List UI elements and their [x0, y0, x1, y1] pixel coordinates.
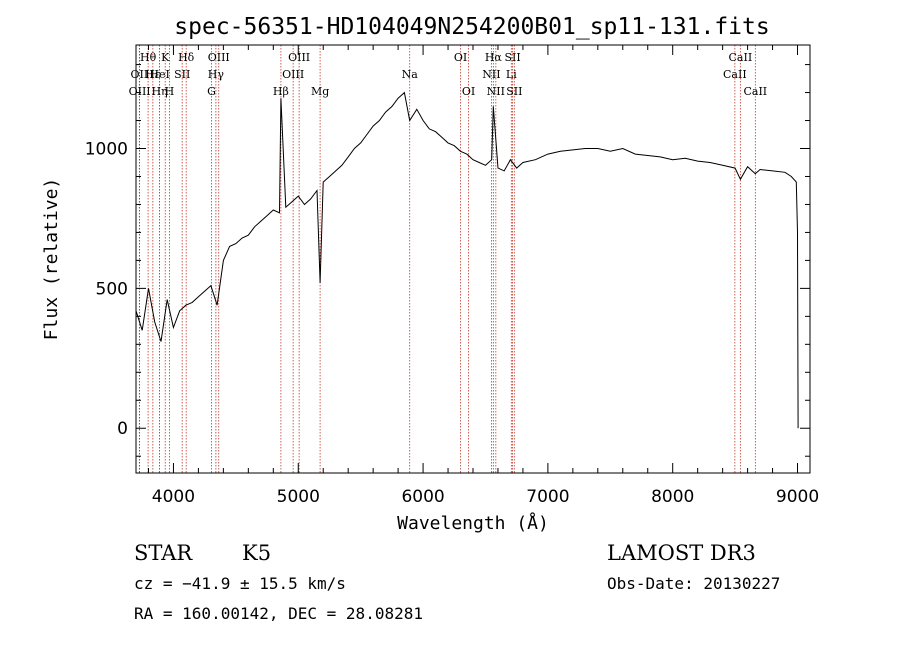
- y-axis-label: Flux (relative): [41, 178, 62, 341]
- spectral-line-label-17: Na: [402, 68, 419, 81]
- x-axis-label: Wavelength (Å): [397, 512, 549, 534]
- survey-name: LAMOST DR3: [607, 541, 756, 565]
- x-tick-label-3: 7000: [526, 487, 569, 507]
- spectral-line-label-21: NII: [482, 68, 500, 81]
- plot-frame: [135, 44, 811, 474]
- spectral-line-label-4: Hη: [151, 85, 167, 98]
- spectral-line-label-19: OI: [462, 85, 475, 98]
- spectral-line-label-22: NII: [487, 85, 505, 98]
- spectral-line-label-10: OIII: [208, 51, 230, 64]
- spectral-line-label-9: SII: [174, 68, 190, 81]
- y-axis: 0 500 1000: [85, 64, 810, 457]
- spectral-line-label-23: SII: [504, 51, 520, 64]
- spectral-line-label-26: CaII: [729, 51, 753, 64]
- spectral-line-label-13: OIII: [288, 51, 310, 64]
- x-tick-label-5: 9000: [776, 487, 819, 507]
- spectral-line-label-28: CaII: [743, 85, 767, 98]
- object-class: STAR: [134, 541, 193, 565]
- y-tick-label-1: 500: [96, 279, 128, 299]
- spectral-line-label-12: G: [207, 85, 216, 98]
- subclass: K5: [242, 541, 271, 565]
- x-tick-label-2: 6000: [401, 487, 444, 507]
- x-tick-label-0: 4000: [152, 487, 195, 507]
- cz-value: cz = −41.9 ± 15.5 km/s: [134, 574, 346, 593]
- spectrum-line: [135, 91, 799, 429]
- spectral-line-label-14: OIII: [282, 68, 304, 81]
- coordinates: RA = 160.00142, DEC = 28.08281: [134, 604, 423, 623]
- spectral-line-label-3: Hε: [145, 68, 161, 81]
- spectral-line-label-20: Hα: [485, 51, 503, 64]
- x-axis: 4000 5000 6000 7000 8000 9000: [147, 45, 819, 507]
- spectral-line-markers: [138, 45, 756, 473]
- x-tick-label-4: 8000: [651, 487, 694, 507]
- spectral-line-label-6: HeI: [149, 68, 169, 81]
- spectral-line-label-1: OII: [131, 68, 149, 81]
- x-tick-label-1: 5000: [277, 487, 320, 507]
- spectral-line-label-7: H: [165, 85, 175, 98]
- chart-title: spec-56351-HD104049N254200B01_sp11-131.f…: [174, 14, 769, 40]
- spectral-line-label-24: Li: [506, 68, 517, 81]
- obs-date: Obs-Date: 20130227: [607, 574, 780, 593]
- spectral-line-label-25: SII: [506, 85, 522, 98]
- spectral-line-label-15: Hβ: [273, 85, 289, 98]
- spectral-line-label-18: OI: [454, 51, 467, 64]
- spectral-line-label-27: CaII: [723, 68, 747, 81]
- spectral-line-label-11: Hγ: [208, 68, 225, 81]
- y-tick-label-2: 1000: [85, 140, 128, 160]
- y-tick-label-0: 0: [117, 419, 128, 439]
- spectral-line-label-2: OIII: [129, 85, 151, 98]
- spectral-line-label-16: Mg: [311, 85, 329, 98]
- spectral-line-labels: Hθ OII OIII Hε Hη K HeI H Hδ SII OIII Hγ G OIII OIII Hβ…: [129, 51, 768, 98]
- spectral-line-label-0: Hθ: [140, 51, 157, 64]
- spectral-line-label-8: Hδ: [178, 51, 195, 64]
- spectral-line-label-5: K: [161, 51, 170, 64]
